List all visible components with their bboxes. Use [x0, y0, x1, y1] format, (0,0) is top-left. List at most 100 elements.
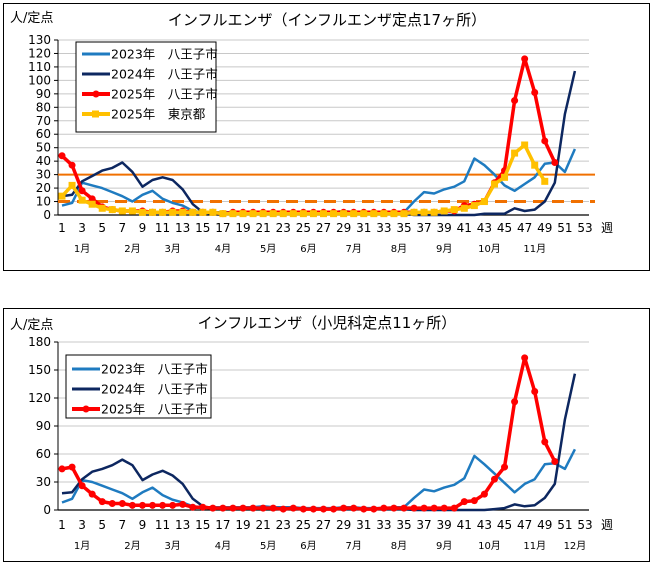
month-label: 7月: [345, 243, 361, 255]
x-tick-label: 17: [215, 518, 230, 532]
x-tick-label: 27: [316, 221, 331, 235]
x-tick-label: 3: [78, 221, 86, 235]
y-tick-label: 50: [36, 141, 51, 155]
x-tick-label: 53: [577, 518, 592, 532]
month-label: 8月: [391, 540, 407, 552]
month-label: 6月: [300, 540, 316, 552]
chart-title: インフルエンザ（インフルエンザ定点17ヶ所）: [168, 11, 486, 29]
y-unit-label: 人/定点: [10, 318, 53, 333]
x-tick-label: 19: [235, 518, 250, 532]
y-tick-label: 10: [36, 195, 51, 209]
x-tick-label: 45: [497, 518, 512, 532]
month-label: 9月: [436, 243, 452, 255]
x-tick-label: 35: [396, 221, 411, 235]
x-tick-label: 29: [336, 518, 351, 532]
legend: 2023年 八王子市 2024年 八王子市 2025年 八王子市: [65, 354, 212, 419]
x-tick-label: 27: [316, 518, 331, 532]
month-label: 8月: [391, 243, 407, 255]
legend-entry: 2025年 八王子市: [101, 402, 208, 417]
x-tick-label: 15: [195, 518, 210, 532]
legend-entry: 2024年 八王子市: [111, 67, 218, 82]
x-tick-label: 45: [497, 221, 512, 235]
legend-entry: 2024年 八王子市: [101, 382, 208, 397]
y-tick-label: 80: [36, 100, 51, 114]
y-tick-label: 40: [36, 154, 51, 168]
x-tick-label: 1: [58, 221, 66, 235]
month-label: 5月: [260, 243, 276, 255]
x-tick-label: 7: [119, 221, 127, 235]
month-label: 7月: [345, 540, 361, 552]
series-2023年-八王子市: [61, 448, 577, 510]
chart-panel-pediatric-sentinel: 人/定点 インフルエンザ（小児科定点11ヶ所） 0 30 60 90 120 150 180 1 3…: [3, 308, 650, 562]
x-tick-label: 9: [139, 221, 147, 235]
x-tick-label: 21: [256, 518, 271, 532]
x-tick-label: 49: [537, 221, 552, 235]
y-tick-label: 110: [28, 60, 51, 74]
y-tick-label: 120: [28, 46, 51, 60]
x-tick-label: 9: [139, 518, 147, 532]
y-tick-label: 90: [36, 87, 51, 101]
x-tick-label: 15: [195, 221, 210, 235]
month-label: 11月: [523, 540, 546, 552]
x-tick-label: 25: [296, 518, 311, 532]
x-tick-label: 37: [416, 221, 431, 235]
x-tick-label: 47: [517, 221, 532, 235]
x-tick-label: 19: [235, 221, 250, 235]
y-tick-label: 0: [43, 208, 51, 222]
x-tick-label: 53: [577, 221, 592, 235]
y-tick-label: 60: [36, 127, 51, 141]
x-tick-label: 29: [336, 221, 351, 235]
x-tick-label: 41: [457, 518, 472, 532]
x-unit-label: 週: [601, 221, 613, 235]
legend: 2023年 八王子市 2024年 八王子市 2025年 八王子市 2025年 東京都: [75, 41, 218, 133]
line-chart-all-sentinel: 人/定点 インフルエンザ（インフルエンザ定点17ヶ所）01020304050607…: [10, 11, 613, 255]
y-tick-label: 130: [28, 33, 51, 47]
y-tick-label: 180: [28, 335, 51, 349]
month-label: 3月: [164, 540, 180, 552]
x-tick-label: 21: [256, 221, 271, 235]
x-tick-label: 23: [276, 221, 291, 235]
y-tick-label: 150: [28, 363, 51, 377]
x-tick-label: 7: [119, 518, 127, 532]
x-tick-label: 51: [557, 221, 572, 235]
month-label: 11月: [523, 243, 546, 255]
month-label: 2月: [124, 243, 140, 255]
month-label: 3月: [164, 243, 180, 255]
x-tick-label: 3: [78, 518, 86, 532]
x-tick-label: 47: [517, 518, 532, 532]
x-tick-label: 17: [215, 221, 230, 235]
month-label: 4月: [215, 243, 231, 255]
x-tick-label: 1: [58, 518, 66, 532]
y-tick-label: 70: [36, 114, 51, 128]
chart-panel-all-sentinel: 人/定点 インフルエンザ（インフルエンザ定点17ヶ所） 0 10 20 30 40 50 60 7…: [3, 3, 650, 271]
x-tick-label: 31: [356, 221, 371, 235]
legend-entry: 2025年 八王子市: [111, 87, 218, 102]
legend-entry: 2023年 八王子市: [111, 47, 218, 62]
month-label: 6月: [300, 243, 316, 255]
y-tick-label: 60: [36, 447, 51, 461]
x-tick-label: 5: [98, 518, 106, 532]
x-tick-label: 13: [175, 518, 190, 532]
legend-entry: 2025年 東京都: [111, 107, 206, 122]
y-tick-label: 90: [36, 419, 51, 433]
month-label: 10月: [478, 540, 501, 552]
y-tick-label: 0: [43, 503, 51, 517]
month-label: 1月: [74, 540, 90, 552]
x-tick-label: 25: [296, 221, 311, 235]
x-tick-label: 39: [437, 518, 452, 532]
x-tick-label: 33: [376, 221, 391, 235]
chart-title: インフルエンザ（小児科定点11ヶ所）: [198, 314, 457, 332]
month-label: 12月: [564, 540, 587, 552]
y-tick-label: 20: [36, 181, 51, 195]
series-2025年-東京都: [58, 141, 549, 218]
y-tick-label: 100: [28, 73, 51, 87]
x-tick-label: 33: [376, 518, 391, 532]
x-tick-label: 11: [155, 221, 170, 235]
y-tick-label: 30: [36, 475, 51, 489]
y-tick-label: 120: [28, 391, 51, 405]
x-tick-label: 43: [477, 221, 492, 235]
y-tick-label: 30: [36, 168, 51, 182]
month-label: 10月: [478, 243, 501, 255]
x-tick-label: 31: [356, 518, 371, 532]
